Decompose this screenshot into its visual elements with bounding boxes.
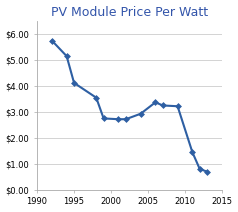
Title: PV Module Price Per Watt: PV Module Price Per Watt [51, 6, 208, 19]
